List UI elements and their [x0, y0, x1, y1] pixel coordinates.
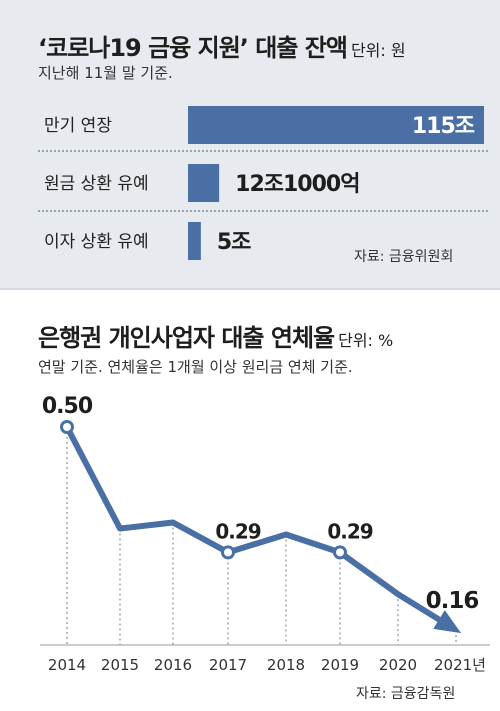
category-label: 원금 상환 유예	[44, 174, 149, 194]
loan-balance-unit: 단위: 원	[350, 41, 406, 60]
data-point	[333, 545, 347, 560]
delinquency-unit: 단위: %	[338, 331, 394, 350]
data-label: 0.16	[426, 588, 479, 614]
data-label: 0.50	[42, 394, 93, 419]
delinquency-source: 자료: 금융감독원	[356, 686, 456, 702]
bar	[188, 164, 220, 202]
arrow-head	[433, 610, 462, 634]
category-label: 이자 상환 유예	[44, 232, 149, 252]
loan-balance-panel: ‘코로나19 금융 지원’ 대출 잔액 단위: 원 지난해 11월 말 기준. 만…	[0, 0, 500, 290]
x-tick-label: 2016	[154, 656, 192, 674]
loan-balance-subtitle: 지난해 11월 말 기준.	[38, 64, 173, 82]
x-tick-label: 2020	[379, 656, 417, 674]
x-tick-label: 2017	[209, 656, 247, 674]
delinquency-subtitle: 연말 기준. 연체율은 1개월 이상 원리금 연체 기준.	[38, 358, 353, 376]
bar-value-label: 5조	[217, 230, 251, 255]
delinquency-title-text: 은행권 개인사업자 대출 연체율	[38, 324, 335, 352]
delinquency-line-chart: 0.50 0.29 0.29 0.16 2014 2015 2016 2017 2018 2019…	[40, 394, 490, 674]
x-tick-label: 2014	[48, 656, 86, 674]
loan-balance-title-text: ‘코로나19 금융 지원’ 대출 잔액	[38, 34, 348, 62]
bar	[188, 106, 484, 144]
x-tick-label: 2019	[321, 656, 359, 674]
loan-balance-title: ‘코로나19 금융 지원’ 대출 잔액 단위: 원	[38, 28, 406, 63]
data-label: 0.29	[327, 519, 372, 543]
row-separator	[38, 150, 488, 152]
bar-value-label: 12조1000억	[235, 172, 359, 197]
data-point	[221, 545, 235, 560]
data-point	[60, 420, 74, 434]
data-label: 0.29	[215, 519, 260, 543]
x-tick-label: 2021년	[434, 656, 486, 674]
panel-divider	[0, 288, 500, 290]
series-line	[64, 424, 442, 623]
x-tick-label: 2018	[267, 656, 305, 674]
bar	[188, 222, 201, 260]
row-separator	[38, 210, 488, 212]
delinquency-title: 은행권 개인사업자 대출 연체율 단위: %	[38, 318, 393, 353]
delinquency-panel: 은행권 개인사업자 대출 연체율 단위: % 연말 기준. 연체율은 1개월 이상…	[0, 290, 500, 711]
x-tick-label: 2015	[101, 656, 139, 674]
bar-value-label: 115조	[412, 114, 475, 139]
category-label: 만기 연장	[44, 116, 112, 136]
loan-balance-source: 자료: 금융위원회	[354, 249, 454, 265]
